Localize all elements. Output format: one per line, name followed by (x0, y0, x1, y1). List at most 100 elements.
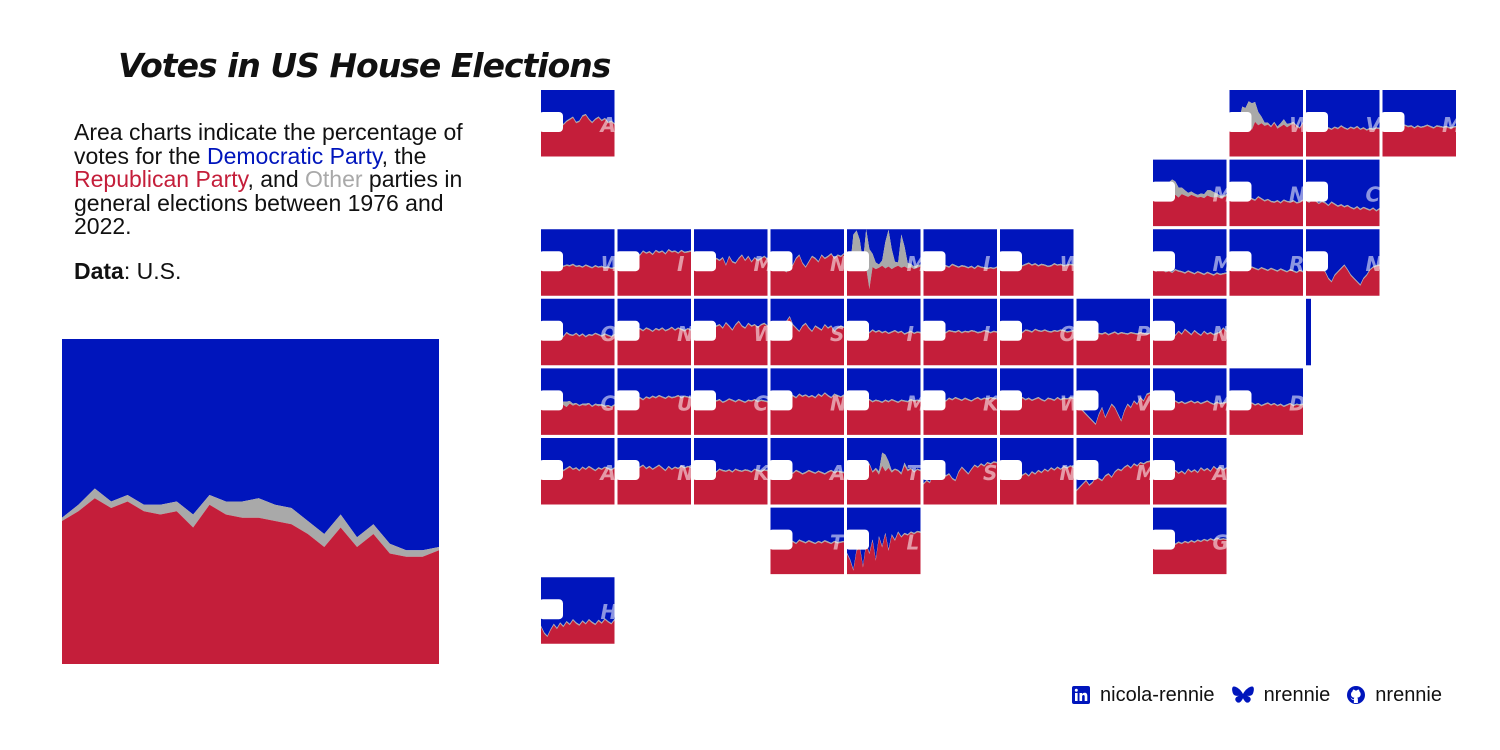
tile-area-other (1229, 101, 1303, 130)
github-link[interactable]: nrennie (1346, 684, 1442, 707)
state-tile: I (845, 298, 921, 366)
tile-area-republican (847, 532, 921, 575)
tile-state-label: N (1289, 183, 1306, 207)
tile-area-other (1229, 402, 1303, 407)
tile-state-label: T (830, 531, 845, 555)
tile-state-label: K (983, 391, 1000, 415)
tile-state-label: O (601, 322, 618, 346)
state-tile: M (1074, 438, 1156, 505)
state-tile: M (692, 229, 774, 296)
tile-area-other (847, 329, 921, 335)
tile-state-label: W (754, 322, 777, 346)
tile-label-box (1227, 390, 1252, 411)
github-icon (1346, 685, 1366, 705)
tile-area-republican (847, 265, 921, 296)
tile-area-republican (1000, 398, 1074, 435)
tile-area-democratic (1076, 298, 1150, 335)
tile-label-box (692, 251, 716, 272)
tile-area-democratic (1382, 90, 1456, 128)
tile-area-other (617, 249, 691, 260)
tile-area-other (770, 539, 844, 545)
tile-label-box (1227, 181, 1252, 202)
tile-label-box (615, 320, 640, 341)
tile-area-republican (1229, 267, 1303, 296)
tile-label-box (845, 529, 869, 550)
tile-area-other (923, 263, 997, 270)
tile-area-democratic (847, 507, 921, 570)
tile-state-label: U (677, 391, 693, 415)
tile-area-republican (923, 398, 997, 435)
tile-area-republican (1229, 119, 1303, 157)
tile-state-label: G (1213, 531, 1229, 555)
state-tile: N (615, 298, 694, 366)
state-tile: W (539, 229, 624, 296)
tile-area-republican (1153, 467, 1227, 505)
data-source-text: : U.S. (123, 258, 182, 284)
tile-label-box (539, 320, 563, 341)
state-tile: P (1074, 298, 1151, 366)
tile-area-other (617, 326, 691, 334)
tile-area-democratic (1306, 90, 1380, 130)
tile-state-label: N (830, 391, 847, 415)
state-tile: K (921, 368, 1000, 435)
tile-state-label: A (1211, 461, 1228, 485)
tile-area-democratic (1153, 368, 1227, 404)
state-tile: N (768, 229, 847, 296)
tile-area-other (617, 464, 691, 472)
tile-label-box (539, 599, 563, 620)
tile-area-other (1076, 460, 1150, 492)
tile-area-republican (541, 400, 615, 435)
tile-state-label: M (1136, 461, 1156, 485)
tile-area-democratic (770, 368, 844, 399)
state-tile: N (1304, 229, 1383, 296)
tile-area-other (847, 452, 921, 478)
tile-area-other (1076, 331, 1150, 336)
tile-state-label: C (1366, 183, 1381, 207)
tile-label-box (539, 460, 563, 480)
tile-label-box (539, 251, 563, 272)
tile-area-other (1153, 537, 1227, 548)
tile-label-box (921, 320, 946, 341)
tile-area-democratic (770, 507, 844, 544)
state-tile: V (1074, 368, 1153, 435)
tile-state-label: M (907, 391, 927, 415)
tile-area-republican (694, 255, 768, 296)
tile-area-other (1000, 262, 1074, 268)
tile-state-label: P (1136, 322, 1151, 346)
tile-state-label: L (907, 531, 920, 555)
tile-label-box (1304, 181, 1328, 202)
tile-area-other (1153, 400, 1227, 405)
state-tile: C (1304, 159, 1381, 227)
tile-state-label: V (1136, 391, 1153, 415)
national-area-chart (62, 339, 439, 664)
tile-area-democratic (847, 298, 921, 334)
tile-area-republican (1229, 403, 1303, 435)
tile-state-label: I (677, 252, 685, 276)
tile-area-republican (1153, 401, 1227, 435)
tile-label-box (1304, 251, 1328, 272)
tile-label-box (539, 390, 563, 411)
tile-area-other (541, 263, 615, 270)
tile-label-box (1227, 251, 1252, 272)
tile-label-box (768, 320, 793, 341)
tile-state-label: N (830, 252, 847, 276)
state-tile: I (615, 229, 691, 296)
tile-area-democratic (1306, 229, 1380, 285)
tile-area-democratic (1229, 90, 1303, 128)
tile-label-box (615, 460, 640, 480)
tile-state-label: W (601, 252, 624, 276)
linkedin-link[interactable]: nicola-rennie (1071, 684, 1215, 707)
bluesky-link[interactable]: nrennie (1231, 683, 1331, 707)
tile-area-other (541, 464, 615, 472)
tile-area-other (1153, 267, 1227, 276)
tile-area-other (770, 392, 844, 401)
tile-state-label: N (677, 461, 694, 485)
tile-label-box (1074, 320, 1099, 341)
tile-area-democratic (617, 438, 691, 470)
tile-area-other (694, 254, 768, 266)
tile-area-republican (541, 264, 615, 296)
tile-area-democratic (1153, 229, 1227, 275)
tile-label-box (1074, 390, 1099, 411)
bluesky-handle: nrennie (1263, 683, 1331, 706)
tile-area-republican (1229, 196, 1303, 227)
